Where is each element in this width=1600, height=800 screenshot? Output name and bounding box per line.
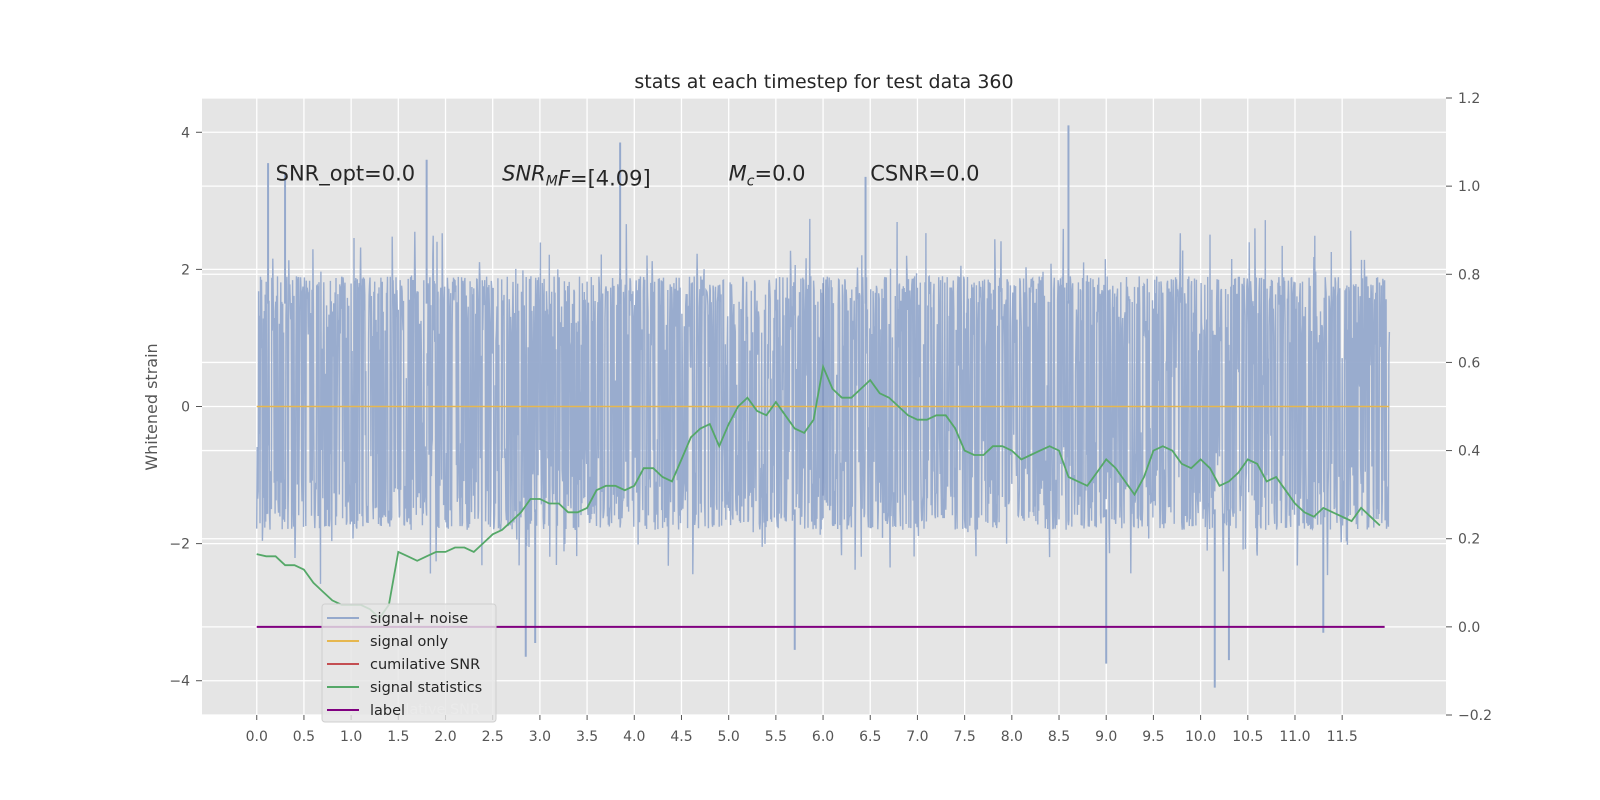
x-tick-label: 0.0 [246, 729, 268, 745]
x-tick-label: 2.0 [434, 729, 456, 745]
annotation-text: SNRMF=[4.09] [502, 161, 651, 190]
x-tick-label: 1.5 [387, 729, 409, 745]
legend-box [321, 603, 497, 723]
y-tick-label: −4 [169, 674, 190, 690]
annotation-text: CSNR=0.0 [870, 161, 979, 185]
y-axis-title: Whitened strain [142, 343, 161, 470]
y2-tick-label: −0.2 [1458, 708, 1492, 724]
x-axis-ticks: 0.0 0.5 1.0 1.5 2.0 2.5 3.0 3.5 4.0 4.5 5.0 5.5 6.0 6… [246, 715, 1358, 745]
y2-tick-label: 1.2 [1458, 91, 1480, 107]
x-tick-label: 11.0 [1279, 729, 1310, 745]
y2-tick-label: 0.4 [1458, 444, 1480, 460]
y2-tick-label: 0.8 [1458, 267, 1480, 283]
legend-label: signal statistics [370, 680, 482, 696]
x-tick-label: 9.5 [1142, 729, 1164, 745]
x-tick-label: 9.0 [1095, 729, 1117, 745]
signal-plus-noise-line [256, 218, 1391, 584]
x-tick-label: 3.5 [576, 729, 598, 745]
y-tick-label: 0 [181, 400, 190, 416]
y2-axis-ticks: 1.2 1.0 0.8 0.6 0.4 0.2 0.0 −0.2 [1446, 91, 1492, 724]
x-tick-label: 10.0 [1185, 729, 1216, 745]
legend-label: signal+ noise [370, 611, 468, 627]
annotations: SNR_opt=0.0 SNRMF=[4.09] Mc=0.0 CSNR=0.0 [276, 161, 980, 190]
x-tick-label: 11.5 [1327, 729, 1358, 745]
y2-tick-label: 1.0 [1458, 179, 1480, 195]
x-tick-label: 6.0 [812, 729, 834, 745]
signal-statistics-line [256, 363, 1381, 620]
x-tick-label: 6.5 [859, 729, 881, 745]
y2-tick-label: 0.2 [1458, 532, 1480, 548]
signal-plus-noise-series [256, 125, 1391, 688]
x-tick-label: 7.5 [954, 729, 976, 745]
x-tick-label: 0.5 [293, 729, 315, 745]
annotation-text: Mc=0.0 [729, 161, 806, 189]
x-tick-label: 7.0 [906, 729, 928, 745]
y2-tick-label: 0.6 [1458, 355, 1480, 371]
legend-label: cumilative SNR [370, 657, 480, 673]
annotation-text: SNR_opt=0.0 [276, 161, 416, 186]
y-tick-label: −2 [169, 537, 190, 553]
x-tick-label: 2.5 [482, 729, 504, 745]
x-tick-label: 4.0 [623, 729, 645, 745]
y-tick-label: 2 [181, 262, 190, 278]
x-tick-label: 8.0 [1001, 729, 1023, 745]
y-tick-label: 4 [181, 125, 190, 141]
x-tick-label: 1.0 [340, 729, 362, 745]
legend-label: signal only [370, 634, 449, 650]
x-tick-label: 4.5 [670, 729, 692, 745]
legend-label: label [370, 703, 405, 719]
x-tick-label: 10.5 [1232, 729, 1263, 745]
x-tick-label: 8.5 [1048, 729, 1070, 745]
x-tick-label: 5.5 [765, 729, 787, 745]
y-axis-ticks: 4 2 0 −2 −4 [169, 125, 202, 690]
y2-tick-label: 0.0 [1458, 620, 1480, 636]
chart-title: stats at each timestep for test data 360 [634, 71, 1013, 93]
x-tick-label: 5.0 [718, 729, 740, 745]
x-tick-label: 3.0 [529, 729, 551, 745]
